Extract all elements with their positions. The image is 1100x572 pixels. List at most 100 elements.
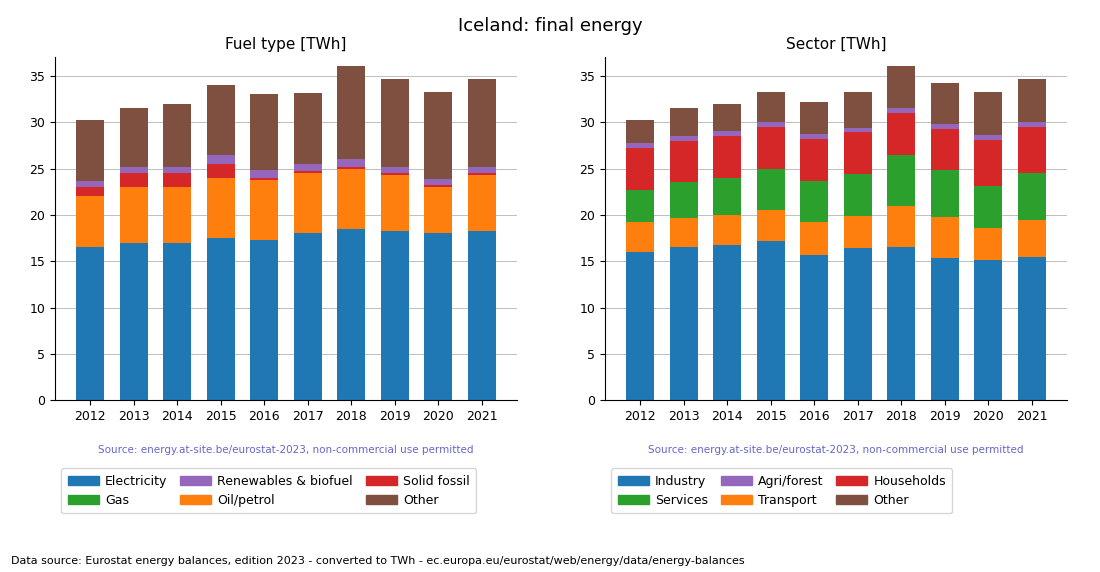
Bar [207, 238, 235, 400]
Bar [294, 171, 322, 173]
Bar [294, 93, 322, 164]
Bar [337, 159, 365, 166]
Bar [975, 260, 1002, 400]
Bar [207, 85, 235, 154]
Bar [163, 187, 191, 243]
Title: Fuel type [TWh]: Fuel type [TWh] [226, 37, 346, 52]
Bar [626, 223, 654, 252]
Bar [76, 196, 104, 247]
Bar [670, 247, 697, 400]
Bar [337, 166, 365, 169]
Text: Source: energy.at-site.be/eurostat-2023, non-commercial use permitted: Source: energy.at-site.be/eurostat-2023,… [98, 445, 474, 455]
Bar [844, 93, 872, 128]
Bar [468, 78, 496, 166]
Bar [975, 135, 1002, 140]
Bar [120, 166, 147, 173]
Text: Iceland: final energy: Iceland: final energy [458, 17, 642, 35]
Bar [800, 139, 828, 181]
Text: Source: energy.at-site.be/eurostat-2023, non-commercial use permitted: Source: energy.at-site.be/eurostat-2023,… [648, 445, 1024, 455]
Bar [294, 164, 322, 171]
Bar [1018, 173, 1046, 220]
Bar [713, 132, 741, 136]
Bar [120, 187, 147, 243]
Bar [757, 92, 785, 122]
Bar [670, 218, 697, 247]
Bar [294, 233, 322, 400]
Bar [120, 108, 147, 166]
Bar [337, 229, 365, 400]
Bar [887, 247, 915, 400]
Bar [931, 217, 959, 259]
Bar [626, 148, 654, 190]
Bar [713, 178, 741, 215]
Bar [844, 128, 872, 132]
Bar [207, 164, 235, 178]
Bar [931, 124, 959, 129]
Bar [1018, 220, 1046, 257]
Bar [76, 247, 104, 400]
Bar [425, 92, 452, 178]
Bar [163, 243, 191, 400]
Bar [425, 187, 452, 233]
Bar [844, 248, 872, 400]
Bar [250, 170, 278, 178]
Bar [626, 144, 654, 148]
Bar [381, 78, 409, 166]
Bar [425, 178, 452, 185]
Bar [250, 94, 278, 170]
Bar [670, 182, 697, 218]
Bar [887, 205, 915, 247]
Bar [844, 132, 872, 174]
Bar [76, 181, 104, 187]
Bar [1018, 78, 1046, 122]
Bar [1018, 122, 1046, 127]
Bar [294, 173, 322, 233]
Bar [207, 178, 235, 238]
Bar [757, 122, 785, 127]
Bar [887, 66, 915, 108]
Bar [887, 113, 915, 154]
Legend: Industry, Services, Agri/forest, Transport, Households, Other: Industry, Services, Agri/forest, Transpo… [612, 468, 953, 513]
Bar [381, 231, 409, 400]
Bar [76, 187, 104, 196]
Bar [670, 136, 697, 141]
Bar [844, 216, 872, 248]
Bar [381, 166, 409, 173]
Bar [1018, 257, 1046, 400]
Title: Sector [TWh]: Sector [TWh] [785, 37, 887, 52]
Bar [250, 240, 278, 400]
Bar [163, 173, 191, 187]
Bar [713, 245, 741, 400]
Bar [800, 134, 828, 139]
Bar [163, 104, 191, 166]
Bar [757, 169, 785, 210]
Bar [337, 169, 365, 229]
Bar [800, 102, 828, 134]
Bar [468, 166, 496, 173]
Bar [931, 129, 959, 170]
Bar [120, 243, 147, 400]
Bar [713, 136, 741, 178]
Bar [626, 120, 654, 144]
Bar [975, 186, 1002, 228]
Text: Data source: Eurostat energy balances, edition 2023 - converted to TWh - ec.euro: Data source: Eurostat energy balances, e… [11, 557, 745, 566]
Bar [670, 108, 697, 136]
Bar [468, 231, 496, 400]
Bar [337, 66, 365, 159]
Bar [800, 255, 828, 400]
Bar [1018, 127, 1046, 173]
Bar [887, 154, 915, 205]
Bar [800, 181, 828, 223]
Bar [250, 178, 278, 180]
Bar [76, 120, 104, 181]
Bar [468, 173, 496, 175]
Bar [931, 259, 959, 400]
Bar [713, 215, 741, 245]
Bar [468, 175, 496, 231]
Bar [250, 180, 278, 240]
Bar [975, 228, 1002, 260]
Bar [670, 141, 697, 182]
Bar [757, 127, 785, 169]
Bar [931, 83, 959, 124]
Bar [120, 173, 147, 187]
